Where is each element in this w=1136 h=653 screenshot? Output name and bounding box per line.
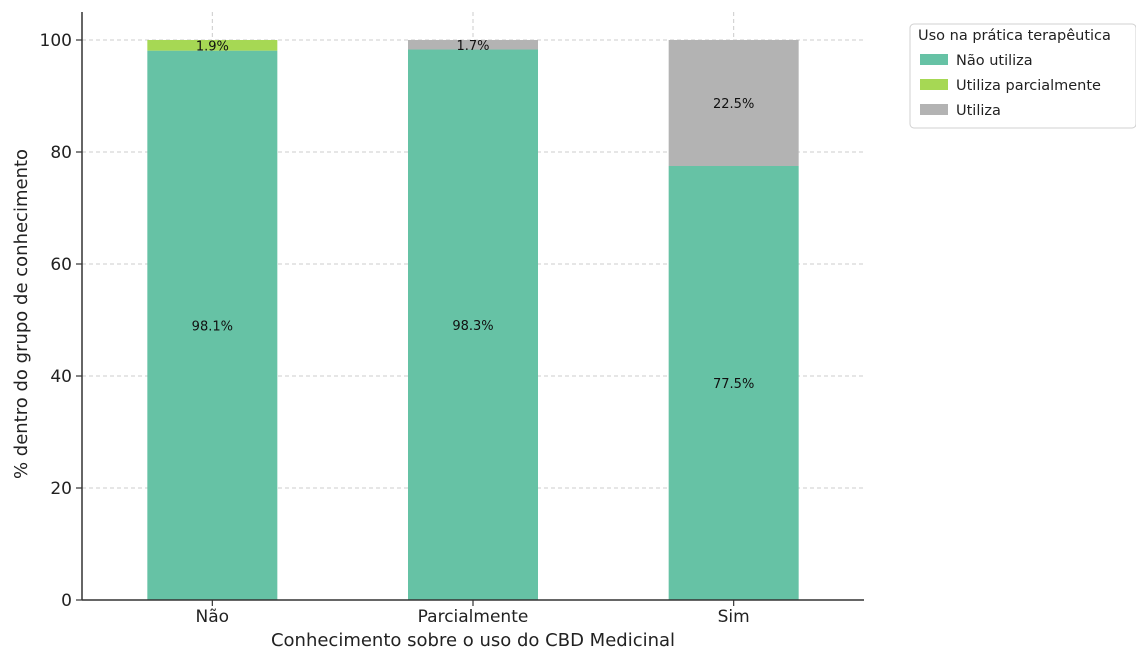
- data-label: 98.1%: [192, 319, 233, 334]
- x-tick-label: Sim: [718, 607, 750, 627]
- legend-frame: [909, 23, 1136, 129]
- y-tick-label: 80: [50, 143, 72, 163]
- bars-layer: [147, 40, 799, 600]
- legend-label: Utiliza: [956, 103, 1001, 119]
- y-tick-label: 40: [50, 367, 72, 387]
- data-label: 98.3%: [452, 319, 493, 334]
- legend-title: Uso na prática terapêutica: [918, 28, 1111, 44]
- data-label: 22.5%: [713, 97, 754, 112]
- bar-segment: [147, 40, 278, 51]
- bar-segment: [408, 40, 538, 50]
- data-label: 1.9%: [196, 39, 229, 54]
- bar-segment: [668, 166, 799, 600]
- x-tick-label: Parcialmente: [418, 607, 529, 627]
- bar-segment: [408, 49, 538, 600]
- y-tick-label: 60: [50, 255, 72, 275]
- y-tick-label: 0: [61, 591, 72, 611]
- legend-swatch: [920, 54, 948, 65]
- bar-segment: [668, 40, 799, 166]
- legend-label: Utiliza parcialmente: [956, 78, 1101, 94]
- legend-label: Não utiliza: [956, 53, 1033, 69]
- data-label: 1.7%: [456, 39, 489, 54]
- data-labels-layer: 98.1% 1.9% 98.3% 1.7% 77.5% 22.5%: [192, 39, 755, 392]
- data-label: 77.5%: [713, 377, 754, 392]
- legend-swatch: [920, 79, 948, 90]
- y-tick-label: 20: [50, 479, 72, 499]
- x-axis-title: Conhecimento sobre o uso do CBD Medicina…: [271, 630, 675, 651]
- axes-layer: 0 20 40 60 80 100 Não Parcialmente Sim: [40, 12, 864, 627]
- y-tick-label: 100: [40, 31, 72, 51]
- y-axis-title: % dentro do grupo de conhecimento: [11, 149, 32, 479]
- bar-segment: [147, 50, 278, 600]
- legend: Uso na prática terapêutica Não utiliza Ut…: [909, 23, 1136, 129]
- legend-swatch: [920, 104, 948, 115]
- x-tick-label: Não: [196, 607, 230, 627]
